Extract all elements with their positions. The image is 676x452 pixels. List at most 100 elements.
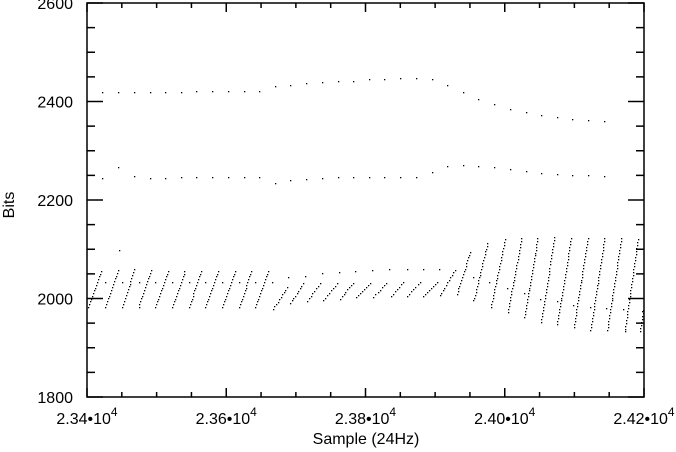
data-point: [526, 171, 528, 173]
ramp-point: [537, 241, 539, 243]
ramp-point: [210, 293, 212, 295]
ramp-point: [616, 274, 618, 276]
x-tick-label-base: 2.40•10: [474, 411, 529, 428]
data-point: [541, 173, 543, 175]
data-point: [432, 172, 434, 174]
ramp-point: [594, 303, 596, 305]
ramp-point: [627, 317, 629, 319]
ramp-point: [631, 284, 633, 286]
ramp-point: [143, 293, 145, 295]
ramp-point: [495, 286, 497, 288]
ramp-point: [240, 304, 242, 306]
ramp-point: [243, 296, 245, 298]
data-point: [222, 282, 224, 284]
ramp-point: [531, 276, 533, 278]
ramp-point: [586, 250, 588, 252]
ramp-point: [480, 272, 482, 274]
ramp-point: [184, 274, 186, 276]
ramp-point: [566, 268, 568, 270]
ramp-point: [536, 244, 538, 246]
ramp-point: [617, 265, 619, 267]
ramp-point: [618, 256, 620, 258]
ramp-point: [525, 311, 527, 313]
ramp-point: [533, 264, 535, 266]
ramp-point: [115, 278, 117, 280]
ramp-point: [420, 282, 422, 284]
ramp-point: [207, 301, 209, 303]
ramp-point: [181, 282, 183, 284]
ramp-point: [531, 279, 533, 281]
data-point: [473, 277, 475, 279]
ramp-point: [179, 288, 181, 290]
ramp-point: [342, 296, 344, 298]
ramp-point: [602, 256, 604, 258]
ramp-point: [413, 289, 415, 291]
ramp-point: [545, 298, 547, 300]
ramp-point: [225, 299, 227, 301]
ramp-point: [345, 292, 347, 294]
ramp-point: [617, 262, 619, 264]
ramp-point: [502, 254, 504, 256]
ramp-point: [559, 312, 561, 314]
ramp-point: [382, 287, 384, 289]
ramp-point: [591, 327, 593, 329]
ramp-point: [146, 284, 148, 286]
ramp-point: [616, 271, 618, 273]
ramp-point: [582, 277, 584, 279]
data-point: [416, 78, 418, 80]
data-point: [228, 91, 230, 93]
ramp-point: [409, 294, 411, 296]
ramp-point: [579, 291, 581, 293]
ramp-point: [519, 253, 521, 255]
ramp-point: [217, 274, 219, 276]
ramp-point: [510, 300, 512, 302]
ramp-point: [232, 279, 234, 281]
ramp-point: [309, 298, 311, 300]
ramp-point: [323, 300, 325, 302]
ramp-point: [195, 288, 197, 290]
ramp-point: [625, 326, 627, 328]
ramp-point: [612, 298, 614, 300]
data-point: [181, 177, 183, 179]
ramp-point: [480, 275, 482, 277]
ramp-point: [548, 280, 550, 282]
data-point: [526, 112, 528, 114]
ramp-point: [504, 242, 506, 244]
ramp-point: [148, 278, 150, 280]
ramp-point: [592, 321, 594, 323]
ramp-point: [164, 282, 166, 284]
ramp-point: [401, 284, 403, 286]
ramp-point: [632, 278, 634, 280]
ramp-point: [496, 280, 498, 282]
data-point: [259, 177, 261, 179]
ramp-point: [620, 247, 622, 249]
ramp-point: [106, 304, 108, 306]
ramp-point: [411, 291, 413, 293]
ramp-point: [499, 266, 501, 268]
ramp-point: [549, 268, 551, 270]
ramp-point: [640, 331, 642, 333]
ramp-point: [98, 279, 100, 281]
ramp-point: [494, 292, 496, 294]
data-point: [416, 177, 418, 179]
ramp-point: [196, 285, 198, 287]
ramp-point: [577, 303, 579, 305]
ramp-point: [366, 287, 368, 289]
ramp-point: [453, 272, 455, 274]
ramp-point: [593, 315, 595, 317]
ramp-point: [578, 297, 580, 299]
ramp-point: [166, 276, 168, 278]
ramp-point: [528, 293, 530, 295]
ramp-point: [597, 285, 599, 287]
ramp-point: [549, 274, 551, 276]
x-tick-label: 2.40•104: [474, 405, 536, 428]
ramp-point: [266, 276, 268, 278]
ramp-point: [520, 244, 522, 246]
ramp-point: [599, 274, 601, 276]
ramp-point: [571, 238, 573, 240]
ramp-point: [509, 303, 511, 305]
ramp-point: [89, 304, 91, 306]
ramp-point: [612, 300, 614, 302]
ramp-point: [560, 306, 562, 308]
ramp-point: [117, 273, 119, 275]
